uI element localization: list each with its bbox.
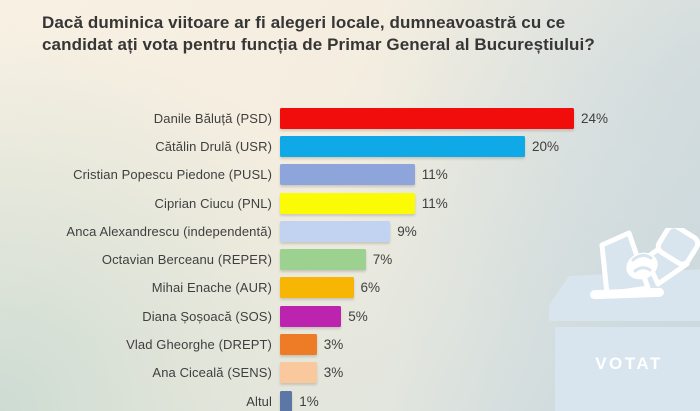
chart-row: Octavian Berceanu (REPER) 7% (40, 245, 608, 273)
chart-row: Vlad Gheorghe (DREPT) 3% (40, 330, 608, 358)
candidate-label: Diana Șoșoacă (SOS) (142, 308, 272, 324)
sleeve-cuff (655, 228, 700, 267)
ballot-box-with-hand-icon: VOTAT (549, 228, 700, 411)
result-bar (280, 220, 391, 242)
chart-row: Mihai Enache (AUR) 6% (40, 274, 608, 302)
result-bar (280, 305, 342, 327)
value-label: 5% (348, 308, 368, 324)
chart-title: Dacă duminica viitoare ar fi alegeri loc… (42, 12, 672, 56)
candidate-label: Mihai Enache (AUR) (151, 280, 272, 296)
candidate-label: Danile Băluță (PSD) (153, 110, 272, 126)
bar-chart: Danile Băluță (PSD) 24% Cătălin Drulă (USR… (40, 104, 608, 411)
result-bar (280, 192, 415, 214)
result-bar (280, 334, 317, 356)
value-label: 11% (421, 167, 448, 183)
chart-row: Ana Ciceală (SENS) 3% (40, 359, 608, 387)
value-label: 6% (360, 280, 381, 296)
result-bar (280, 390, 293, 411)
candidate-label: Octavian Berceanu (REPER) (101, 252, 272, 268)
chart-row: Anca Alexandrescu (independentă) 9% (40, 217, 608, 245)
result-bar (280, 249, 366, 271)
chart-row: Cristian Popescu Piedone (PUSL) 11% (40, 161, 608, 189)
hand-with-ballot (599, 228, 700, 297)
value-label: 1% (299, 393, 319, 409)
candidate-label: Anca Alexandrescu (independentă) (66, 223, 272, 239)
candidate-label: Altul (246, 393, 272, 409)
value-label: 7% (372, 252, 393, 268)
chart-row: Danile Băluță (PSD) 24% (40, 104, 608, 132)
chart-title-line2: candidat ați vota pentru funcția de Prim… (42, 35, 595, 54)
chart-row: Altul 1% (40, 387, 608, 411)
value-label: 9% (397, 223, 417, 239)
chart-row: Cătălin Drulă (USR) 20% (40, 132, 608, 160)
chart-title-line1: Dacă duminica viitoare ar fi alegeri loc… (42, 13, 566, 32)
result-bar (280, 135, 525, 157)
knuckle-line2 (633, 266, 652, 273)
ballot-slot (590, 287, 664, 300)
result-bar (280, 277, 354, 299)
candidate-label: Cătălin Drulă (USR) (155, 138, 272, 154)
value-label: 20% (532, 138, 560, 154)
value-label: 3% (323, 365, 344, 381)
value-label: 11% (421, 195, 448, 211)
result-bar (280, 164, 415, 186)
result-bar (280, 107, 574, 129)
candidate-label: Vlad Gheorghe (DREPT) (126, 337, 272, 353)
knuckle-line (631, 253, 653, 262)
ballot-box-body (555, 327, 700, 411)
value-label: 24% (581, 110, 609, 126)
chart-row: Diana Șoșoacă (SOS) 5% (40, 302, 608, 330)
chart-row: Ciprian Ciucu (PNL) 11% (40, 189, 608, 217)
candidate-label: Ciprian Ciucu (PNL) (154, 195, 272, 211)
result-bar (280, 362, 317, 384)
candidate-label: Cristian Popescu Piedone (PUSL) (73, 167, 272, 183)
candidate-label: Ana Ciceală (SENS) (152, 365, 272, 381)
value-label: 3% (323, 337, 344, 353)
votat-label: VOTAT (595, 354, 663, 373)
